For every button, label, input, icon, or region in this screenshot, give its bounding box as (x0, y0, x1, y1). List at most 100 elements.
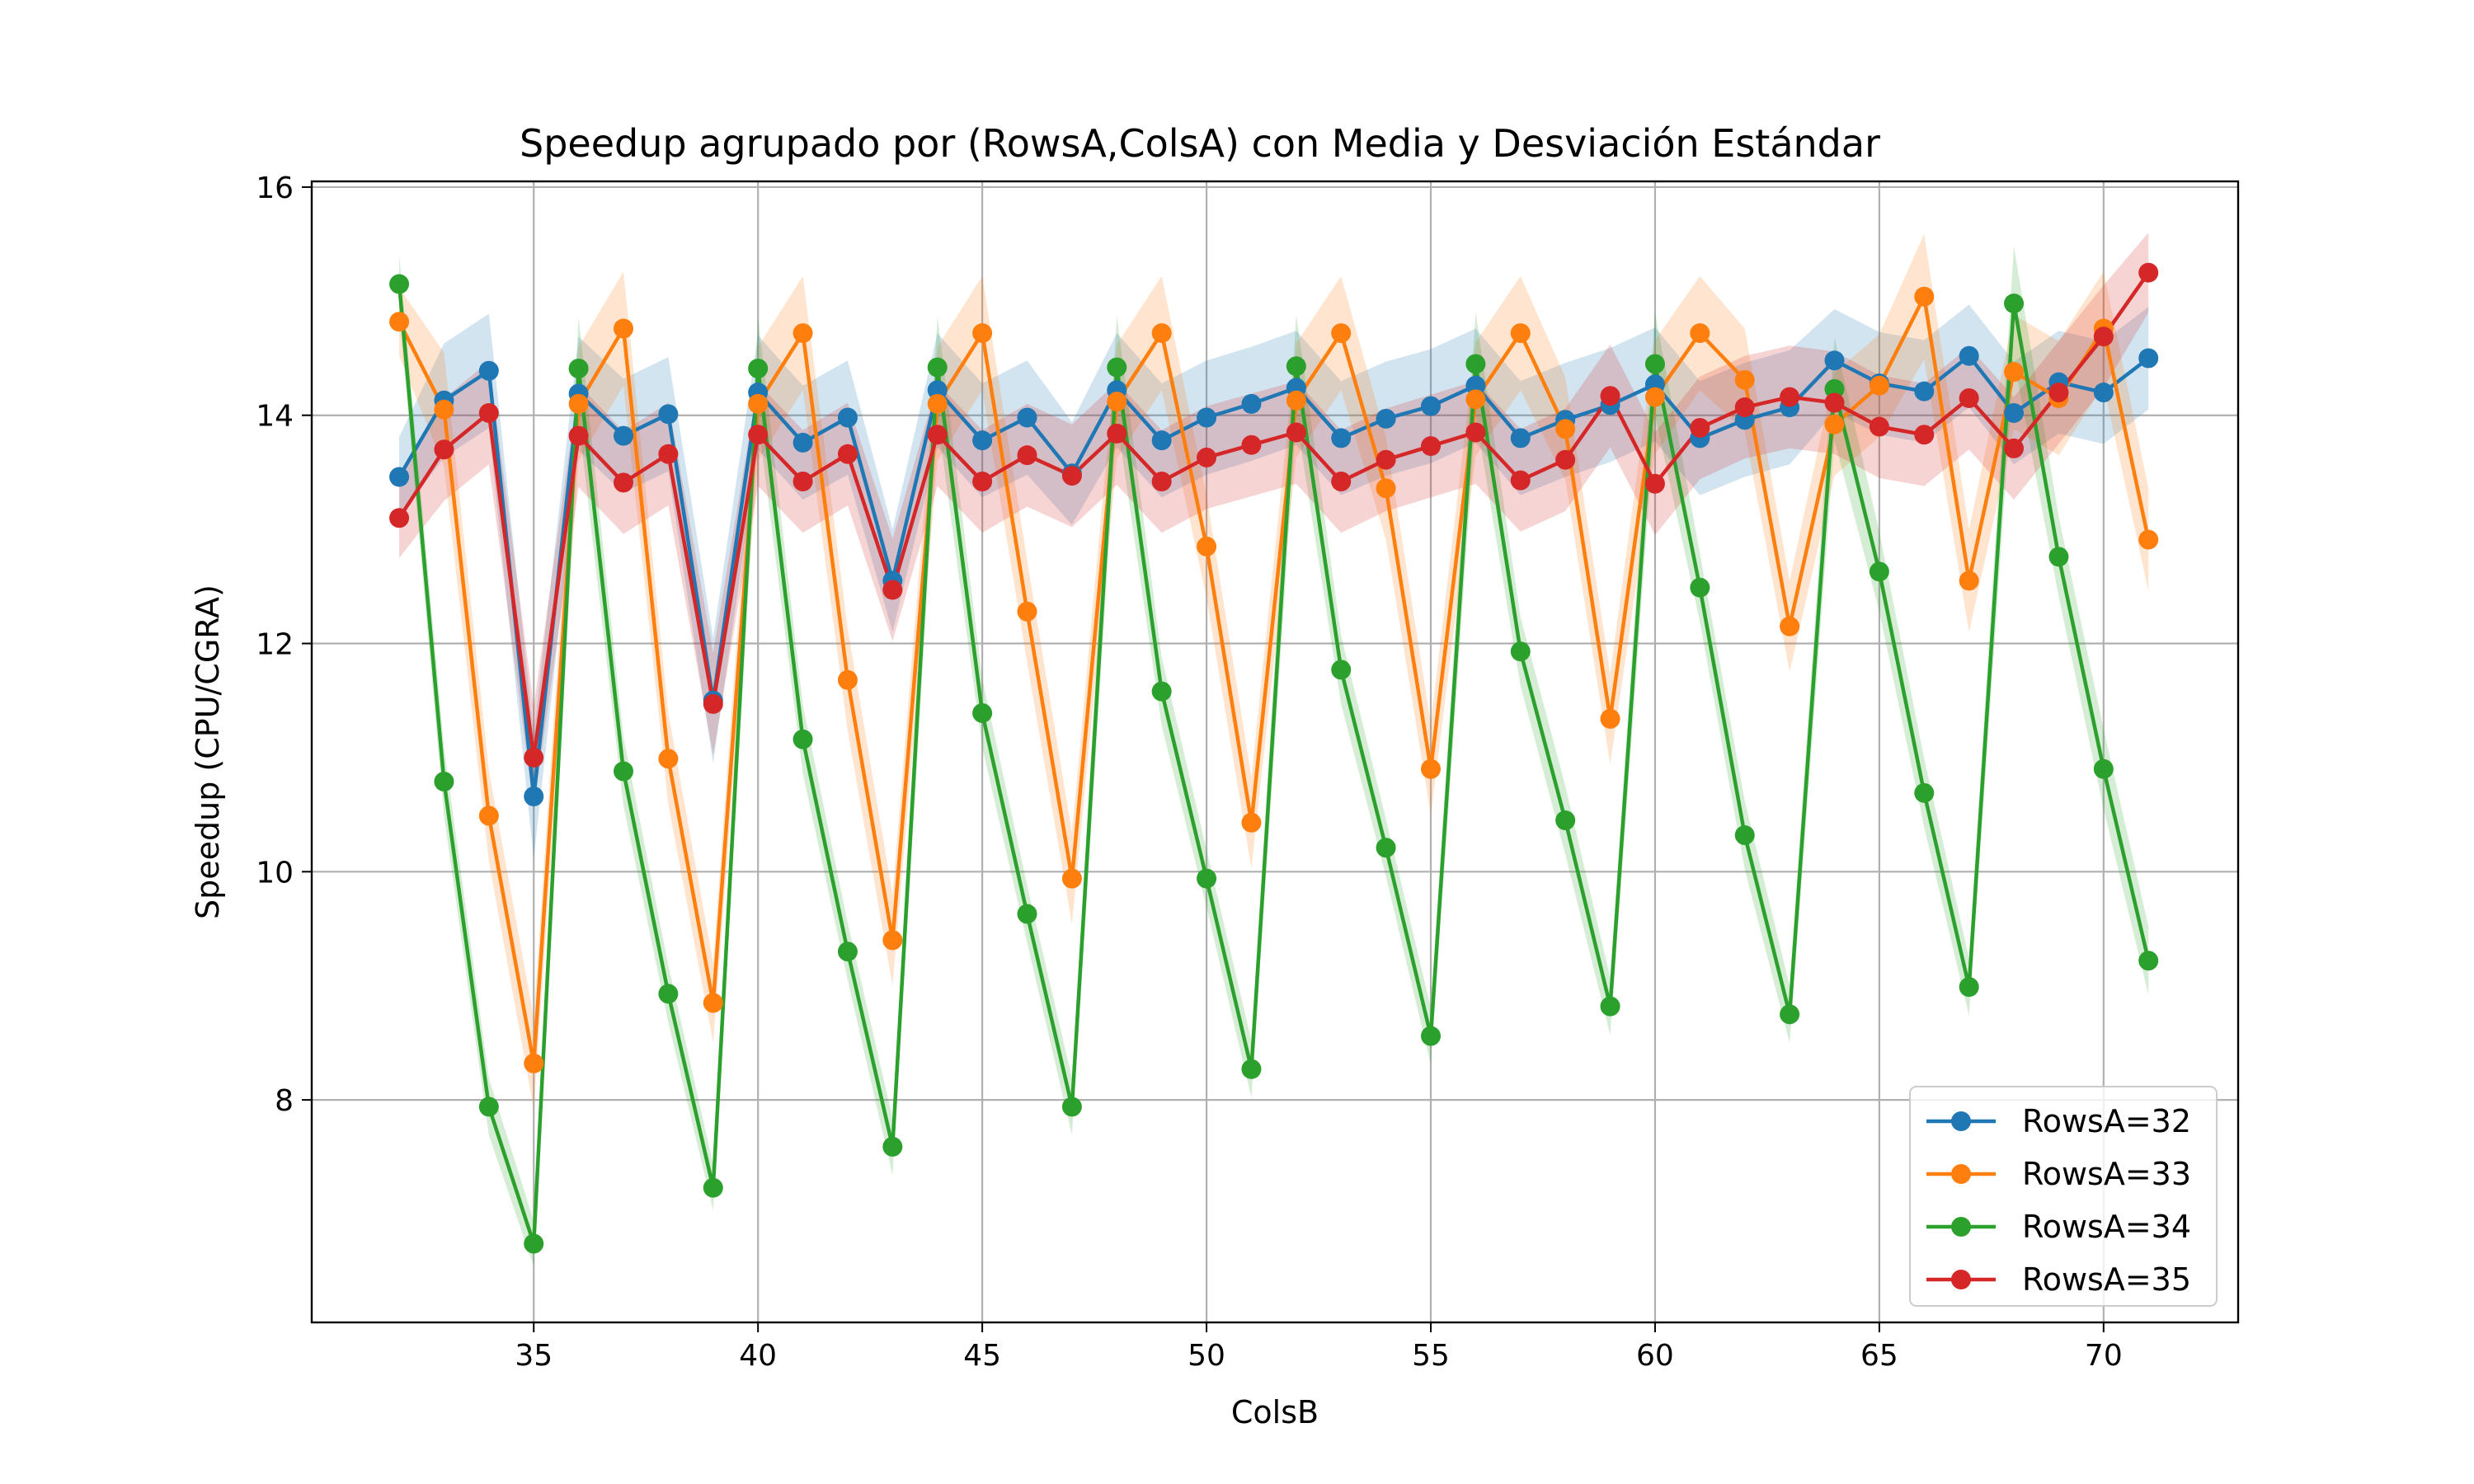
legend-label: RowsA=33 (2022, 1156, 2191, 1192)
data-point-series-4 (614, 472, 634, 493)
data-point-series-3 (1869, 561, 1889, 582)
grid (312, 181, 2238, 1322)
legend-label: RowsA=32 (2022, 1103, 2191, 1139)
data-point-series-3 (1331, 660, 1352, 680)
data-point-series-3 (837, 942, 858, 962)
data-point-series-3 (2138, 951, 2159, 971)
y-tick-label: 14 (256, 400, 294, 434)
x-tick-label: 45 (963, 1339, 1001, 1373)
data-point-series-3 (389, 274, 410, 294)
data-point-series-3 (614, 761, 634, 782)
line-series-4 (397, 271, 2151, 760)
data-point-series-2 (1331, 323, 1352, 344)
data-point-series-4 (927, 425, 948, 445)
data-point-series-3 (568, 358, 589, 378)
data-point-series-1 (927, 380, 948, 401)
data-point-series-1 (972, 430, 993, 451)
data-point-series-2 (748, 393, 769, 414)
data-point-series-4 (1644, 473, 1665, 494)
data-point-series-3 (1197, 868, 1217, 889)
data-point-series-3 (1959, 977, 1979, 998)
data-point-series-4 (703, 693, 723, 714)
data-point-series-1 (1959, 345, 1979, 366)
data-point-series-4 (1734, 397, 1755, 418)
data-point-series-4 (882, 580, 903, 600)
legend-label: RowsA=35 (2022, 1261, 2191, 1298)
data-point-series-3 (1555, 810, 1576, 831)
data-point-series-2 (1780, 616, 1800, 636)
data-point-series-1 (524, 786, 544, 806)
data-point-series-3 (1107, 357, 1127, 378)
y-axis-ticks: 8 10 12 14 16 (256, 171, 312, 1118)
data-point-series-4 (1197, 447, 1217, 467)
data-point-series-4 (1017, 445, 1037, 466)
data-point-series-4 (524, 747, 544, 768)
data-point-series-3 (1914, 782, 1935, 803)
std-band-series-3 (399, 246, 2149, 1267)
x-tick-label: 50 (1188, 1339, 1225, 1373)
series-points (389, 262, 2159, 1254)
legend-swatch-marker (1951, 1270, 1971, 1289)
data-point-series-2 (1869, 375, 1889, 396)
data-point-series-4 (2138, 262, 2159, 283)
x-tick-label: 65 (1860, 1339, 1898, 1373)
std-band-series-1 (399, 304, 2149, 860)
data-point-series-2 (1286, 390, 1306, 411)
data-point-series-4 (1780, 387, 1800, 407)
data-point-series-4 (2093, 326, 2114, 347)
data-point-series-3 (1286, 356, 1306, 377)
data-point-series-2 (1600, 708, 1620, 729)
y-tick-label: 12 (256, 628, 294, 662)
data-point-series-3 (882, 1136, 903, 1157)
data-point-series-4 (1286, 422, 1306, 443)
x-axis-label: ColsB (1231, 1394, 1319, 1430)
data-point-series-3 (1376, 838, 1396, 858)
data-point-series-2 (1197, 536, 1217, 556)
data-point-series-3 (1690, 577, 1710, 598)
data-point-series-2 (972, 323, 993, 344)
data-point-series-4 (1510, 470, 1531, 491)
data-point-series-3 (1241, 1059, 1262, 1079)
data-point-series-1 (2138, 348, 2159, 369)
data-point-series-1 (614, 425, 634, 446)
data-point-series-2 (927, 393, 948, 414)
data-point-series-3 (1644, 354, 1665, 374)
data-point-series-4 (1600, 386, 1620, 406)
data-point-series-1 (2004, 402, 2025, 423)
data-point-series-3 (1421, 1026, 1442, 1046)
data-point-series-2 (2004, 362, 2025, 383)
data-point-series-4 (2048, 383, 2069, 403)
data-point-series-1 (658, 404, 679, 425)
data-point-series-2 (1421, 758, 1442, 779)
y-tick-label: 16 (256, 171, 294, 205)
legend-label: RowsA=34 (2022, 1209, 2191, 1245)
data-point-series-3 (1061, 1097, 1082, 1117)
data-point-series-2 (1241, 812, 1262, 833)
legend-swatch-marker (1951, 1111, 1971, 1131)
data-point-series-1 (2093, 383, 2114, 403)
data-point-series-1 (1914, 381, 1935, 402)
data-point-series-3 (703, 1177, 723, 1198)
data-point-series-3 (748, 358, 769, 378)
x-tick-label: 60 (1636, 1339, 1674, 1373)
data-point-series-1 (1017, 407, 1037, 428)
data-point-series-3 (972, 702, 993, 723)
legend-swatch-marker (1951, 1217, 1971, 1237)
data-point-series-1 (389, 467, 410, 487)
data-point-series-2 (434, 399, 454, 420)
data-point-series-2 (1510, 323, 1531, 344)
data-point-series-4 (1421, 436, 1442, 457)
data-point-series-4 (1331, 471, 1352, 491)
data-point-series-4 (478, 402, 499, 423)
data-point-series-4 (1824, 392, 1845, 413)
data-point-series-3 (2004, 294, 2025, 314)
data-point-series-3 (1017, 904, 1037, 924)
data-point-series-3 (524, 1233, 544, 1254)
data-point-series-1 (1197, 407, 1217, 428)
data-point-series-3 (1600, 996, 1620, 1017)
data-point-series-3 (2093, 758, 2114, 779)
data-point-series-4 (1465, 422, 1486, 443)
data-point-series-2 (1061, 868, 1082, 889)
data-point-series-1 (1465, 375, 1486, 396)
data-point-series-3 (927, 357, 948, 378)
